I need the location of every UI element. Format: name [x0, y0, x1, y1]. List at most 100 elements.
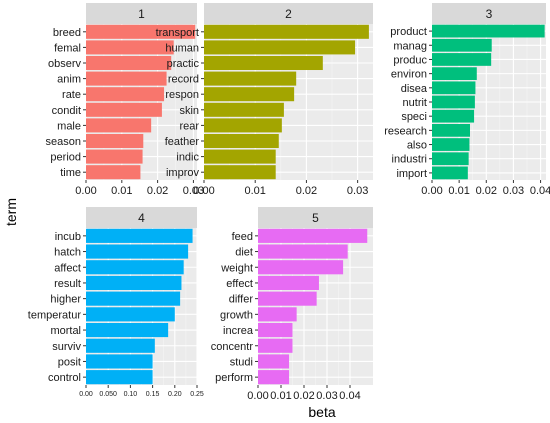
term-label: practic: [167, 58, 200, 70]
term-label: also: [407, 140, 427, 152]
x-tick-label: 0.03: [503, 185, 524, 197]
bar-human: [204, 40, 356, 55]
x-tick-label: 0.10: [124, 391, 138, 398]
bar-condit: [86, 102, 162, 117]
term-label: breed: [53, 27, 81, 39]
bar-higher: [86, 291, 181, 306]
term-label: higher: [50, 294, 81, 306]
bar-differ: [258, 291, 317, 306]
x-tick-label: 0.050: [99, 391, 117, 398]
bar-concentr: [258, 338, 293, 353]
y-axis-title: term: [3, 198, 19, 226]
term-label: mortal: [50, 325, 81, 337]
x-tick-label: 0.02: [293, 390, 314, 402]
term-label: observ: [48, 58, 82, 70]
term-label: human: [165, 42, 199, 54]
bar-produc: [432, 53, 492, 66]
term-label: industri: [392, 154, 427, 166]
bar-time: [86, 165, 141, 180]
term-label: period: [50, 152, 81, 164]
x-tick-label: 0.03: [347, 185, 368, 197]
x-tick-label: 0.02: [147, 185, 168, 197]
term-label: respon: [165, 89, 199, 101]
bar-growth: [258, 307, 297, 322]
term-label: record: [168, 74, 199, 86]
facet-strip: [204, 3, 373, 24]
bar-import: [432, 166, 468, 180]
bar-speci: [432, 109, 475, 123]
x-axis-title: beta: [308, 404, 335, 420]
bar-disea: [432, 81, 476, 95]
term-label: effect: [226, 278, 253, 290]
bar-respon: [204, 87, 295, 102]
bar-weight: [258, 260, 344, 275]
bar-control: [86, 370, 153, 385]
bar-result: [86, 275, 182, 291]
term-label: posit: [58, 356, 81, 368]
bar-nutrit: [432, 95, 475, 109]
x-tick-label: 0.00: [75, 185, 96, 197]
x-tick-label: 0.04: [530, 185, 550, 197]
term-label: import: [396, 168, 427, 180]
bar-environ: [432, 67, 477, 81]
x-tick-label: 0.02: [476, 185, 497, 197]
bar-posit: [86, 354, 153, 369]
term-label: rate: [62, 89, 81, 101]
bar-studi: [258, 354, 290, 369]
x-tick-label: 0.01: [111, 185, 132, 197]
bar-feather: [204, 133, 279, 149]
bar-mortal: [86, 322, 169, 338]
term-label: season: [46, 136, 81, 148]
facet-panel-1: 1 breed femal observ anim rate condit male seaso…: [46, 3, 204, 197]
x-tick-label: 0.00: [247, 390, 268, 402]
facet-strip: [86, 207, 197, 228]
x-tick-label: 0.00: [193, 185, 214, 197]
term-label: feed: [232, 231, 253, 243]
term-label: surviv: [52, 341, 81, 353]
term-label: feather: [165, 136, 200, 148]
x-tick-label: 0.00: [79, 391, 93, 398]
term-label: femal: [54, 42, 81, 54]
term-label: control: [48, 372, 81, 384]
term-label: skin: [179, 105, 199, 117]
bar-rate: [86, 87, 165, 102]
x-tick-label: 0.15: [146, 391, 160, 398]
facet-strip: [258, 207, 373, 228]
bar-surviv: [86, 338, 155, 353]
bar-temperatur: [86, 307, 175, 322]
bar-period: [86, 149, 143, 164]
bar-product: [432, 24, 545, 38]
facet-panel-2: 2 transport human practic record respon skin re…: [156, 3, 373, 197]
term-label: rear: [179, 120, 199, 132]
bar-transport: [204, 24, 369, 39]
term-label: result: [54, 278, 81, 290]
term-label: speci: [401, 111, 427, 123]
term-label: produc: [393, 54, 427, 66]
bar-increa: [258, 322, 293, 338]
bar-improv: [204, 165, 276, 180]
x-tick-label: 0.25: [190, 391, 204, 398]
bar-effect: [258, 275, 319, 291]
x-tick-label: 0.01: [245, 185, 266, 197]
term-label: environ: [391, 69, 427, 81]
facet-strip-label: 2: [285, 7, 292, 21]
term-label: indic: [176, 152, 199, 164]
x-tick-label: 0.02: [296, 185, 317, 197]
bar-femal: [86, 40, 174, 55]
x-tick-label: 0.01: [270, 390, 291, 402]
bar-breed: [86, 24, 196, 39]
term-label: concentr: [211, 341, 254, 353]
facet-strip: [86, 3, 197, 24]
term-label: male: [57, 120, 81, 132]
facet-panel-5: 5 feed diet weight effect differ growth increa c…: [211, 207, 373, 402]
bar-skin: [204, 102, 284, 117]
term-label: nutrit: [403, 97, 427, 109]
bar-rear: [204, 118, 282, 133]
term-label: increa: [223, 325, 254, 337]
term-label: disea: [401, 83, 428, 95]
facet-strip-label: 3: [486, 7, 493, 21]
bar-manag: [432, 38, 492, 52]
term-label: incub: [55, 231, 81, 243]
bar-hatch: [86, 244, 189, 259]
